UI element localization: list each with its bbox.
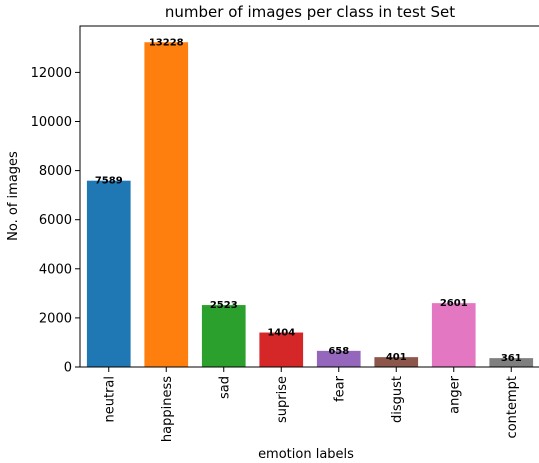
- data-label-fear: 658: [328, 346, 349, 357]
- data-label-neutral: 7589: [95, 176, 123, 187]
- y-tick-label: 0: [64, 361, 72, 376]
- y-tick-label: 8000: [39, 164, 72, 179]
- x-tick-label-happiness: happiness: [160, 376, 175, 442]
- x-tick-label-fear: fear: [332, 375, 347, 402]
- x-tick-label-sad: sad: [217, 376, 232, 399]
- x-tick-label-contempt: contempt: [505, 376, 520, 438]
- x-tick-label-neutral: neutral: [102, 376, 117, 423]
- data-label-happiness: 13228: [149, 37, 184, 48]
- bar-fear: [316, 350, 361, 367]
- data-label-suprise: 1404: [267, 328, 295, 339]
- x-tick-label-disgust: disgust: [390, 376, 405, 423]
- chart-title: number of images per class in test Set: [165, 3, 455, 21]
- bar-happiness: [144, 42, 189, 367]
- x-axis-label: emotion labels: [258, 447, 354, 462]
- data-label-contempt: 361: [501, 353, 522, 364]
- bar-sad: [201, 305, 246, 367]
- bar-neutral: [86, 180, 131, 367]
- y-tick-label: 2000: [39, 311, 72, 326]
- x-tick-label-anger: anger: [447, 375, 462, 413]
- bar-anger: [431, 303, 476, 367]
- y-tick-label: 6000: [39, 213, 72, 228]
- y-tick-label: 4000: [39, 262, 72, 277]
- plot-area: 0 2000 4000 6000 8000 10000 12000 7589 neutral 13…: [31, 37, 534, 442]
- bar-contempt: [489, 358, 534, 367]
- data-label-sad: 2523: [210, 300, 238, 311]
- data-label-anger: 2601: [440, 298, 468, 309]
- y-tick-label: 12000: [31, 66, 72, 81]
- y-tick-label: 10000: [31, 115, 72, 130]
- data-label-disgust: 401: [386, 352, 407, 363]
- x-tick-label-suprise: suprise: [275, 376, 290, 423]
- plot-frame: [79, 25, 539, 368]
- y-axis-label: No. of images: [6, 151, 21, 241]
- bar-suprise: [259, 332, 304, 367]
- bar-disgust: [374, 357, 419, 367]
